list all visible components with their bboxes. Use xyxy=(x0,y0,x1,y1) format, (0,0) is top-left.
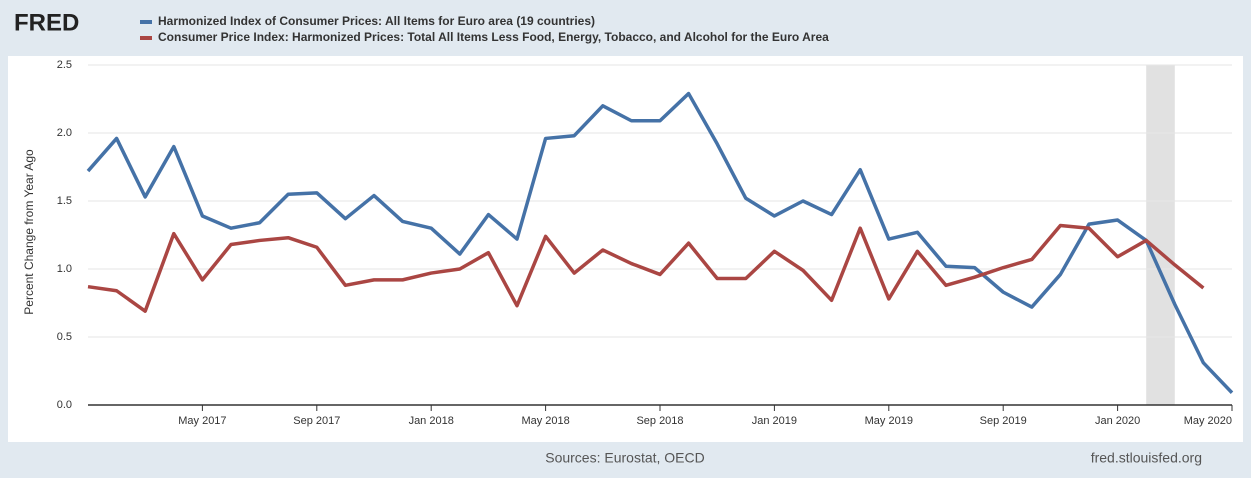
x-tick-label: Sep 2017 xyxy=(293,415,340,427)
y-tick-label: 2.0 xyxy=(57,127,72,139)
legend-label: Consumer Price Index: Harmonized Prices:… xyxy=(158,30,829,44)
y-tick-label: 1.5 xyxy=(57,195,72,207)
x-tick-label: May 2018 xyxy=(521,415,569,427)
y-tick-label: 0.0 xyxy=(57,399,72,411)
y-tick-label: 0.5 xyxy=(57,331,72,343)
x-tick-label: Jan 2018 xyxy=(409,415,454,427)
x-tick-label: Jan 2020 xyxy=(1095,415,1140,427)
site: fred.stlouisfed.org xyxy=(1091,450,1202,466)
source: Sources: Eurostat, OECD xyxy=(545,450,705,466)
x-tick-label: Sep 2018 xyxy=(636,415,683,427)
x-tick-label: May 2019 xyxy=(865,415,913,427)
x-tick-label: May 2020 xyxy=(1184,415,1232,427)
logo: FRED xyxy=(14,9,79,36)
plot-background xyxy=(8,56,1243,442)
series-line xyxy=(87,223,1205,313)
x-tick-label: Sep 2019 xyxy=(980,415,1027,427)
y-tick-label: 2.5 xyxy=(57,59,72,71)
recession-shade xyxy=(1146,65,1175,405)
y-axis-label: Percent Change from Year Ago xyxy=(22,149,36,315)
series-line xyxy=(86,91,1234,394)
legend-label: Harmonized Index of Consumer Prices: All… xyxy=(158,14,595,28)
y-tick-label: 1.0 xyxy=(57,263,72,275)
x-tick-label: May 2017 xyxy=(178,415,226,427)
x-tick-label: Jan 2019 xyxy=(752,415,797,427)
